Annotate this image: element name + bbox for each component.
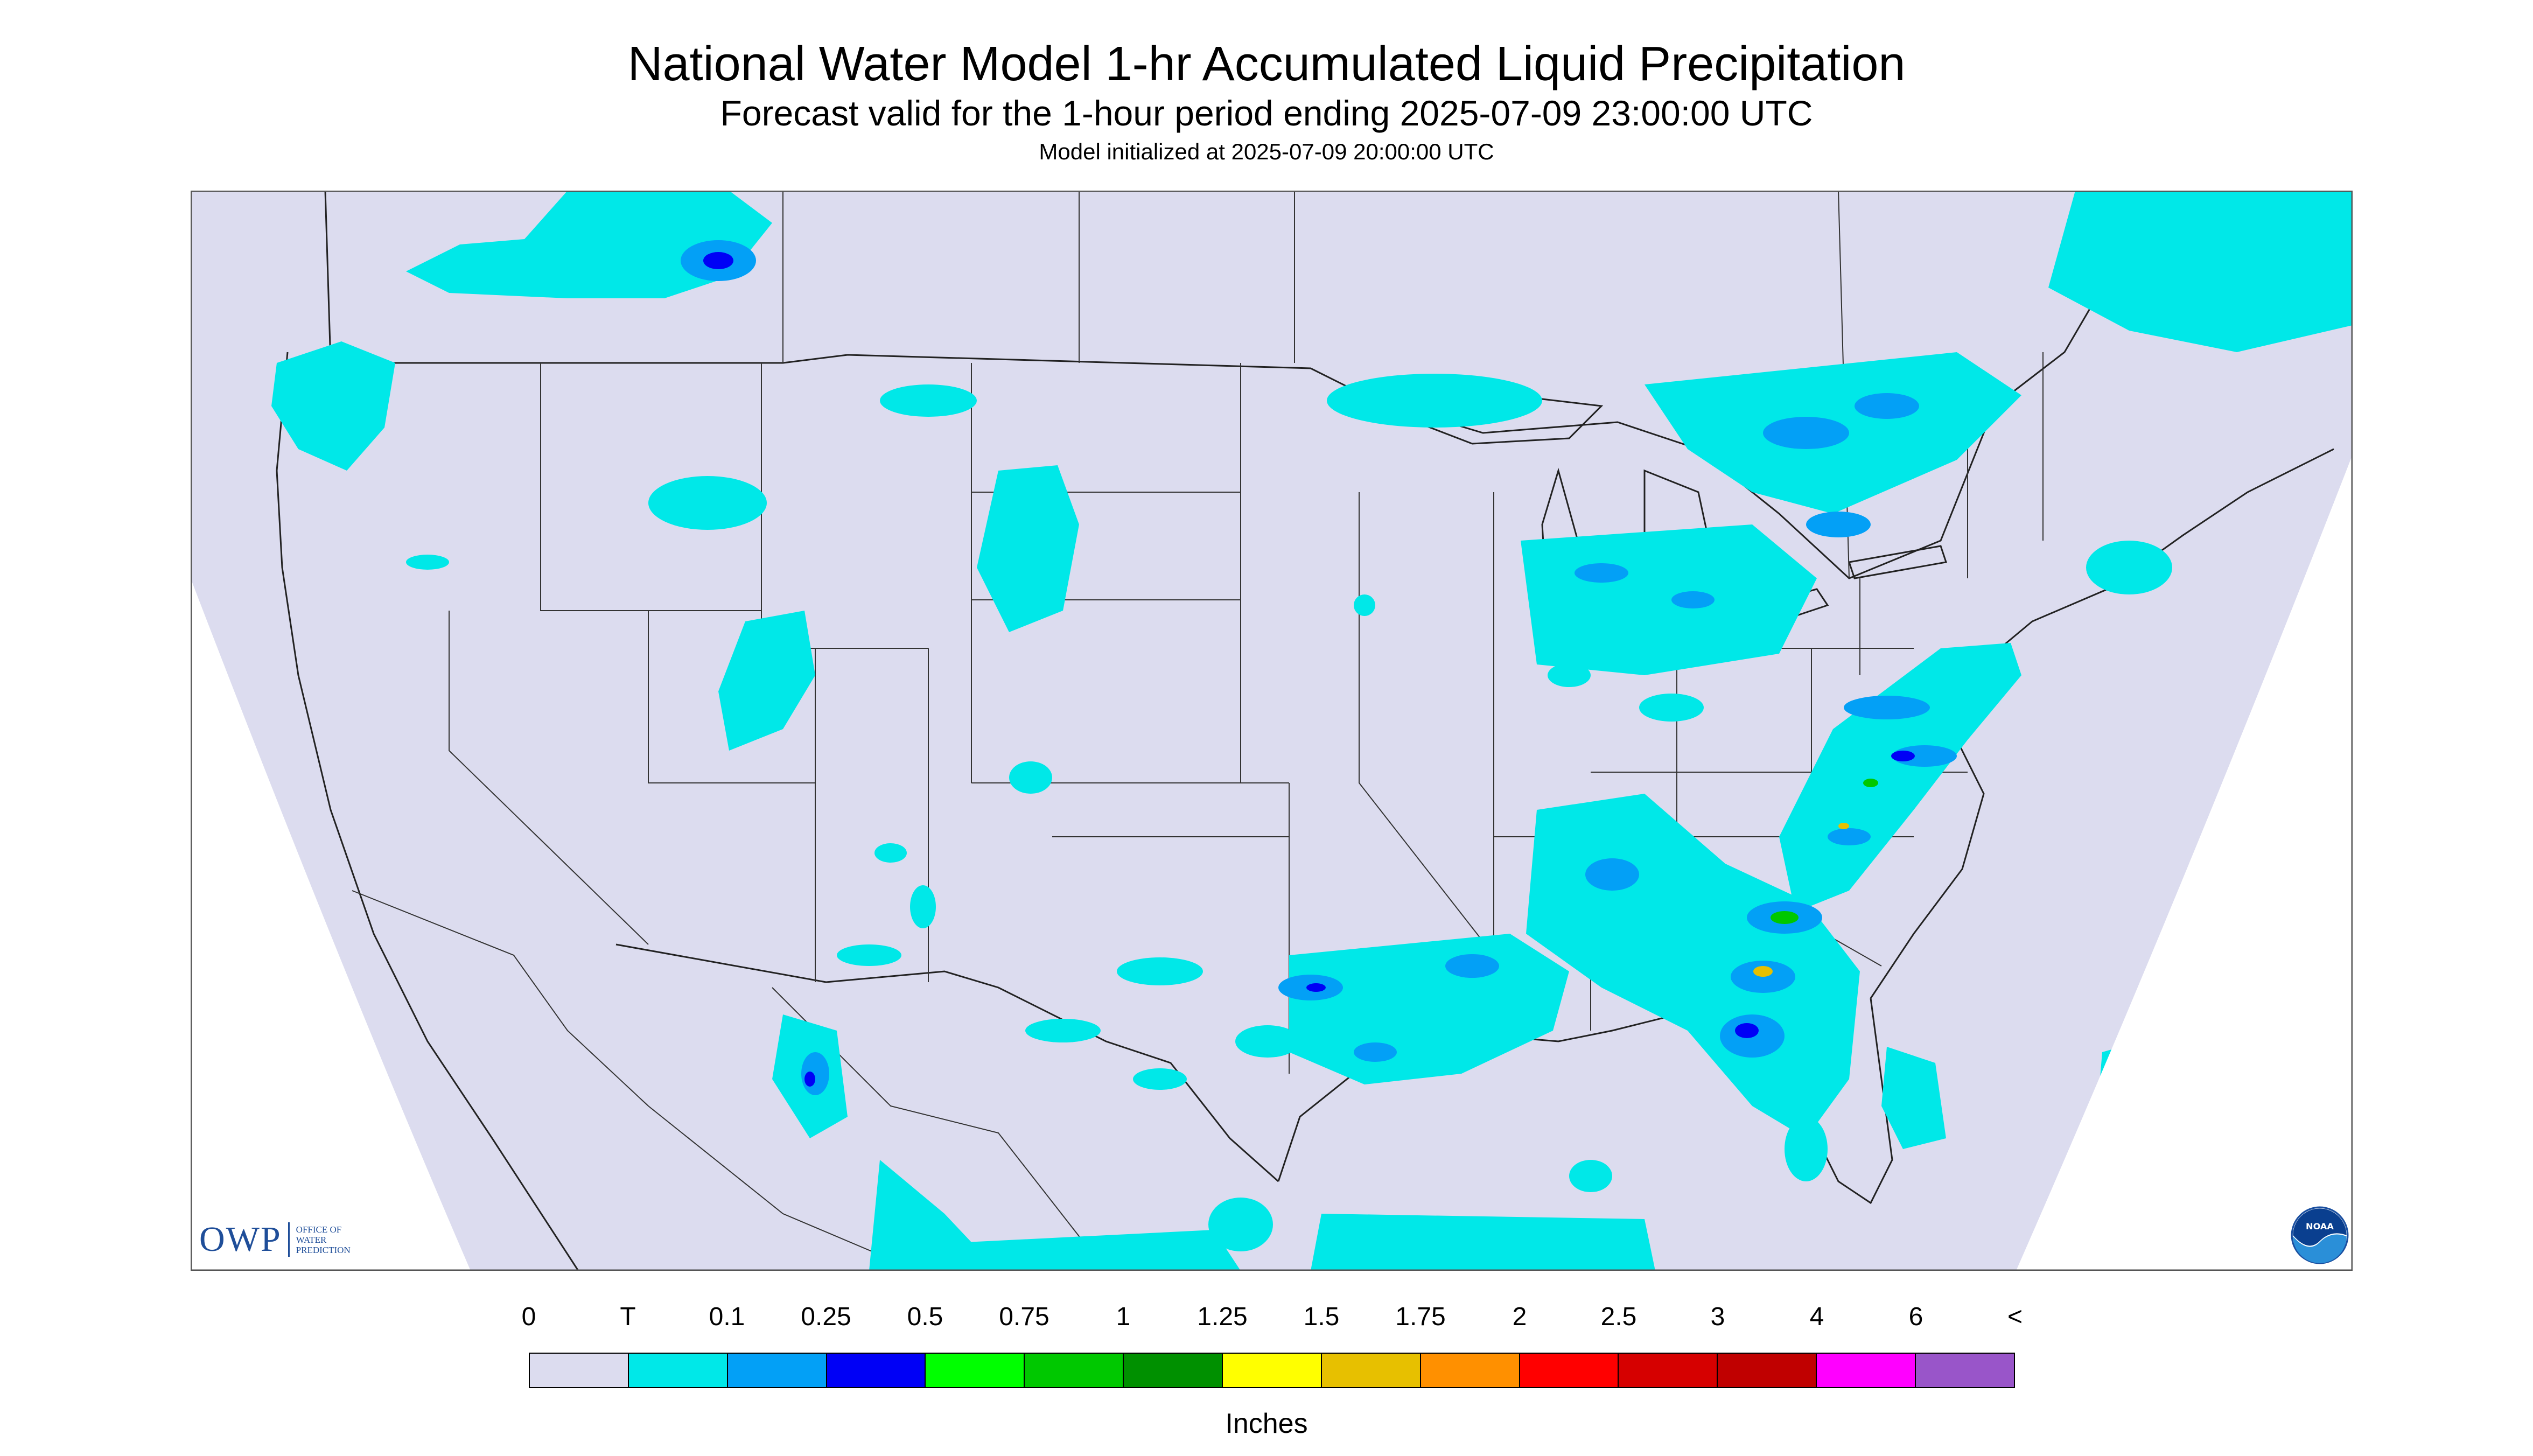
legend-swatch (1718, 1354, 1817, 1387)
us-mexico-border (615, 943, 1279, 1182)
legend-label: 0.25 (801, 1303, 851, 1331)
legend-swatch (727, 1354, 827, 1387)
legend-swatch (628, 1354, 728, 1387)
west-coast (276, 352, 579, 1271)
legend-swatch (1321, 1354, 1421, 1387)
legend-label: 4 (1809, 1303, 1824, 1331)
owp-logo-text-line: PREDICTION (296, 1244, 351, 1255)
legend-label: 0.5 (907, 1303, 943, 1331)
legend-label: 1.5 (1303, 1303, 1340, 1331)
noaa-logo-text: NOAA (2306, 1221, 2334, 1231)
legend-swatch (827, 1354, 926, 1387)
legend-swatch (530, 1354, 629, 1387)
lake-ontario (1848, 545, 1947, 579)
legend-units: Inches (1225, 1408, 1308, 1439)
legend-swatch (1124, 1354, 1223, 1387)
legend-swatch (1520, 1354, 1619, 1387)
model-domain (191, 191, 2353, 1271)
legend-label: 6 (1908, 1303, 1923, 1331)
legend-label: 1.75 (1395, 1303, 1446, 1331)
legend-swatch (1817, 1354, 1916, 1387)
precipitation-map (191, 191, 2353, 1271)
owp-logo-mark: OWP (199, 1220, 282, 1259)
owp-logo-text: OFFICE OF WATER PREDICTION (296, 1224, 351, 1255)
map-title: National Water Model 1-hr Accumulated Li… (627, 37, 1906, 91)
legend-label: T (620, 1303, 636, 1331)
model-init-line: Model initialized at 2025-07-09 20:00:00… (1039, 139, 1494, 164)
legend-label: 0 (521, 1303, 536, 1331)
legend-label: 0.1 (709, 1303, 745, 1331)
owp-logo-text-line: OFFICE OF (296, 1224, 342, 1235)
legend-label: 1.25 (1197, 1303, 1248, 1331)
legend-label: < (2007, 1303, 2023, 1331)
legend-color-bar (529, 1353, 2015, 1388)
noaa-logo: NOAA (2291, 1206, 2349, 1264)
legend-label: 1 (1116, 1303, 1131, 1331)
legend-swatch (1421, 1354, 1520, 1387)
precipitation-areas (271, 191, 2353, 1271)
owp-logo: OWP OFFICE OF WATER PREDICTION (199, 1219, 351, 1260)
legend-swatch (1619, 1354, 1718, 1387)
legend-swatch (926, 1354, 1025, 1387)
legend-labels: 0 T 0.1 0.25 0.5 0.75 1 1.25 1.5 1.75 2 2.5 3 4 6 < (0, 1302, 2533, 1340)
owp-logo-separator (288, 1222, 290, 1257)
legend-label: 0.75 (999, 1303, 1049, 1331)
legend-swatch (1223, 1354, 1322, 1387)
legend-label: 2.5 (1600, 1303, 1637, 1331)
legend-swatch (1025, 1354, 1124, 1387)
legend-label: 2 (1512, 1303, 1527, 1331)
owp-logo-text-line: WATER (296, 1234, 327, 1245)
map-frame (191, 191, 2353, 1271)
map-subtitle: Forecast valid for the 1-hour period end… (720, 93, 1813, 133)
legend-swatch (1916, 1354, 2014, 1387)
legend-label: 3 (1710, 1303, 1725, 1331)
